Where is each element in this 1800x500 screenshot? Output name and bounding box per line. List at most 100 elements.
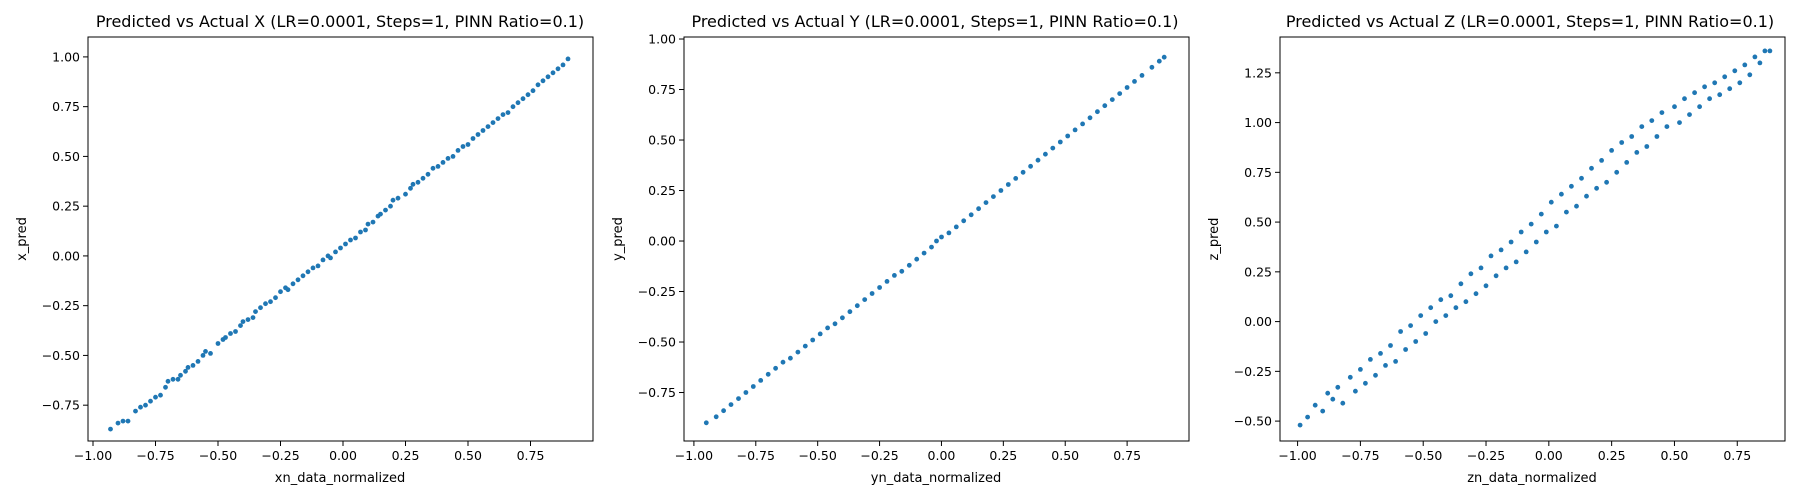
data-point bbox=[1458, 281, 1464, 287]
data-point bbox=[1443, 313, 1449, 318]
data-point bbox=[728, 402, 734, 407]
data-point bbox=[383, 207, 388, 213]
y-tick-label: −0.50 bbox=[638, 335, 676, 350]
x-tick-label: −0.75 bbox=[737, 448, 775, 463]
data-point bbox=[1528, 221, 1534, 227]
data-point bbox=[939, 234, 944, 240]
data-point bbox=[465, 142, 471, 147]
data-point bbox=[178, 372, 183, 378]
data-point bbox=[1347, 374, 1353, 380]
data-point bbox=[415, 179, 421, 185]
data-point bbox=[1692, 90, 1697, 96]
data-point bbox=[721, 408, 726, 414]
x-tick-label: −0.25 bbox=[860, 448, 898, 463]
data-point bbox=[1403, 347, 1408, 352]
data-point bbox=[1579, 175, 1584, 181]
data-point bbox=[348, 237, 353, 243]
data-point bbox=[190, 363, 196, 368]
data-point bbox=[1727, 86, 1733, 92]
x-tick-label: −0.50 bbox=[799, 448, 837, 463]
y-tick-label: −0.25 bbox=[42, 298, 80, 313]
data-point bbox=[1629, 134, 1635, 139]
data-point bbox=[328, 255, 333, 261]
data-point bbox=[1383, 363, 1388, 368]
data-point bbox=[1518, 229, 1524, 235]
y-tick-label: 1.25 bbox=[1244, 65, 1272, 80]
data-point bbox=[773, 365, 778, 371]
data-point bbox=[1463, 299, 1469, 305]
subplot-y: Predicted vs Actual Y (LR=0.0001, Steps=… bbox=[611, 12, 1190, 486]
data-point bbox=[238, 323, 243, 328]
data-point bbox=[758, 378, 764, 383]
data-point bbox=[565, 56, 571, 62]
data-point bbox=[810, 337, 816, 343]
data-point bbox=[1050, 145, 1056, 151]
y-tick-label: 0.50 bbox=[1244, 215, 1272, 230]
data-point bbox=[736, 396, 741, 401]
data-point bbox=[1330, 396, 1336, 402]
y-tick-label: 1.00 bbox=[648, 32, 676, 47]
data-point bbox=[1559, 191, 1564, 197]
data-point bbox=[968, 212, 974, 218]
data-point bbox=[338, 245, 343, 251]
data-point bbox=[953, 224, 959, 230]
data-point bbox=[713, 414, 719, 420]
data-point bbox=[310, 265, 316, 271]
data-point bbox=[510, 104, 516, 110]
data-point bbox=[1747, 72, 1753, 78]
data-point bbox=[847, 309, 853, 315]
data-point bbox=[1453, 305, 1459, 311]
y-tick-label: 1.00 bbox=[1244, 115, 1272, 130]
data-point bbox=[300, 273, 306, 279]
data-point bbox=[1584, 193, 1589, 199]
data-point bbox=[1087, 115, 1093, 121]
y-tick-label: −0.75 bbox=[42, 398, 80, 413]
ticks-layer: −1.00 −0.75 −0.50 −0.25 0.00 0.25 0.50 0.75 −0.7… bbox=[638, 32, 1141, 463]
data-point bbox=[108, 426, 113, 432]
data-point bbox=[320, 257, 326, 263]
data-point bbox=[333, 249, 338, 255]
y-tick-label: 0.00 bbox=[52, 248, 80, 263]
data-point bbox=[1659, 110, 1665, 115]
data-point bbox=[1624, 160, 1630, 165]
ticks-layer: −1.00 −0.75 −0.50 −0.25 0.00 0.25 0.50 0.75 −0.5… bbox=[1234, 65, 1751, 463]
x-tick-label: 0.75 bbox=[517, 448, 545, 463]
data-point bbox=[946, 230, 952, 236]
data-point bbox=[520, 96, 526, 102]
y-tick-label: 0.50 bbox=[52, 149, 80, 164]
data-point bbox=[475, 132, 481, 137]
data-point bbox=[1742, 62, 1748, 68]
data-point bbox=[1373, 372, 1378, 378]
data-point bbox=[403, 191, 408, 197]
data-point bbox=[203, 349, 208, 354]
data-point bbox=[1020, 169, 1026, 175]
data-point bbox=[832, 321, 838, 327]
y-tick-label: −0.50 bbox=[1234, 414, 1272, 429]
data-point bbox=[470, 136, 476, 141]
x-tick-label: −0.25 bbox=[261, 448, 299, 463]
data-point bbox=[1599, 158, 1604, 163]
data-point bbox=[133, 408, 138, 414]
data-point bbox=[1072, 127, 1078, 133]
data-point bbox=[1132, 79, 1137, 84]
data-point bbox=[1428, 305, 1434, 311]
data-point bbox=[125, 418, 131, 424]
data-point bbox=[802, 343, 808, 349]
data-point bbox=[1156, 58, 1162, 64]
data-point bbox=[1498, 247, 1504, 253]
data-point bbox=[500, 112, 506, 117]
x-tick-label: −1.00 bbox=[1278, 448, 1316, 463]
data-point bbox=[215, 341, 221, 346]
y-tick-label: 0.50 bbox=[648, 133, 676, 148]
data-point bbox=[550, 70, 556, 76]
data-point bbox=[395, 195, 401, 201]
data-point bbox=[1664, 124, 1670, 129]
data-point bbox=[430, 165, 436, 171]
chart-title: Predicted vs Actual Z (LR=0.0001, Steps=… bbox=[1286, 12, 1774, 31]
data-point bbox=[358, 229, 363, 235]
data-point bbox=[750, 384, 756, 389]
data-point bbox=[929, 244, 934, 250]
data-point bbox=[780, 359, 786, 365]
data-point bbox=[530, 88, 536, 94]
data-point bbox=[934, 238, 939, 244]
